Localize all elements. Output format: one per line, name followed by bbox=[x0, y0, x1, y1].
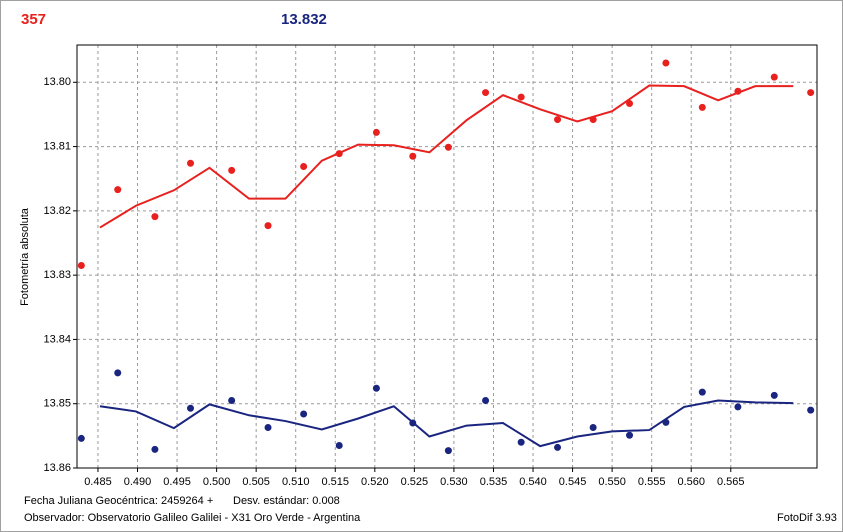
y-tick-label: 13.85 bbox=[43, 398, 71, 410]
data-point bbox=[300, 163, 308, 170]
data-point bbox=[372, 128, 380, 136]
data-point bbox=[444, 143, 452, 151]
data-point bbox=[807, 89, 815, 97]
y-tick-label: 13.80 bbox=[43, 76, 71, 88]
plot-frame bbox=[76, 44, 818, 469]
data-point bbox=[228, 397, 236, 404]
data-point bbox=[626, 100, 634, 107]
footer-std: Desv. estándar: 0.008 bbox=[233, 495, 340, 507]
y-tick-label: 13.82 bbox=[43, 205, 71, 217]
x-tick-label: 0.525 bbox=[401, 476, 429, 488]
data-point bbox=[734, 403, 742, 411]
footer-date: Fecha Juliana Geocéntrica: 2459264 + bbox=[24, 495, 213, 507]
data-point bbox=[300, 410, 308, 418]
data-point bbox=[698, 103, 706, 111]
x-tick-label: 0.565 bbox=[717, 476, 745, 488]
data-point bbox=[770, 391, 778, 399]
data-point bbox=[807, 406, 815, 414]
y-axis-label: Fotometría absoluta bbox=[19, 207, 31, 306]
x-tick-label: 0.530 bbox=[440, 476, 468, 488]
data-point bbox=[698, 388, 706, 396]
x-tick-label: 0.505 bbox=[242, 476, 270, 488]
x-tick-label: 0.545 bbox=[559, 476, 587, 488]
x-tick-label: 0.510 bbox=[282, 476, 310, 488]
header-magnitude: 13.832 bbox=[281, 11, 327, 28]
header-count: 357 bbox=[21, 11, 46, 28]
x-tick-label: 0.495 bbox=[163, 476, 191, 488]
x-tick-label: 0.550 bbox=[598, 476, 626, 488]
y-tick-label: 13.83 bbox=[43, 269, 71, 281]
x-tick-label: 0.535 bbox=[480, 476, 508, 488]
x-tick-label: 0.560 bbox=[677, 476, 705, 488]
data-point bbox=[114, 369, 122, 377]
data-point bbox=[444, 447, 452, 455]
x-tick-label: 0.500 bbox=[203, 476, 231, 488]
footer-version: FotoDif 3.93 bbox=[777, 512, 837, 524]
plot-area bbox=[77, 45, 817, 468]
data-point bbox=[335, 442, 343, 449]
data-point bbox=[77, 434, 85, 442]
data-point bbox=[626, 431, 634, 439]
data-point bbox=[114, 186, 122, 194]
data-point bbox=[264, 222, 272, 230]
data-point bbox=[77, 262, 85, 269]
data-point bbox=[482, 89, 490, 97]
y-tick-label: 13.84 bbox=[43, 333, 71, 345]
data-point bbox=[554, 116, 562, 124]
x-tick-label: 0.485 bbox=[84, 476, 112, 488]
footer-observer: Observador: Observatorio Galileo Galilei… bbox=[24, 512, 361, 524]
y-tick-label: 13.86 bbox=[43, 462, 71, 474]
x-tick-label: 0.520 bbox=[361, 476, 389, 488]
series-line bbox=[99, 84, 794, 229]
data-point bbox=[517, 93, 525, 101]
data-point bbox=[187, 404, 195, 412]
series-line bbox=[99, 399, 794, 448]
x-tick-label: 0.555 bbox=[638, 476, 666, 488]
data-point bbox=[482, 397, 490, 404]
data-point bbox=[770, 73, 778, 81]
data-point bbox=[409, 152, 417, 160]
data-point bbox=[662, 59, 670, 67]
data-point bbox=[151, 445, 159, 453]
data-point bbox=[187, 159, 195, 167]
data-point bbox=[554, 443, 562, 451]
data-point bbox=[151, 213, 159, 221]
x-tick-label: 0.540 bbox=[519, 476, 547, 488]
x-tick-label: 0.490 bbox=[124, 476, 152, 488]
data-point bbox=[228, 166, 236, 174]
data-point bbox=[372, 384, 380, 392]
data-point bbox=[517, 438, 525, 446]
y-tick-label: 13.81 bbox=[43, 140, 71, 152]
data-point bbox=[589, 424, 597, 431]
data-point bbox=[264, 424, 272, 431]
x-tick-label: 0.515 bbox=[322, 476, 350, 488]
